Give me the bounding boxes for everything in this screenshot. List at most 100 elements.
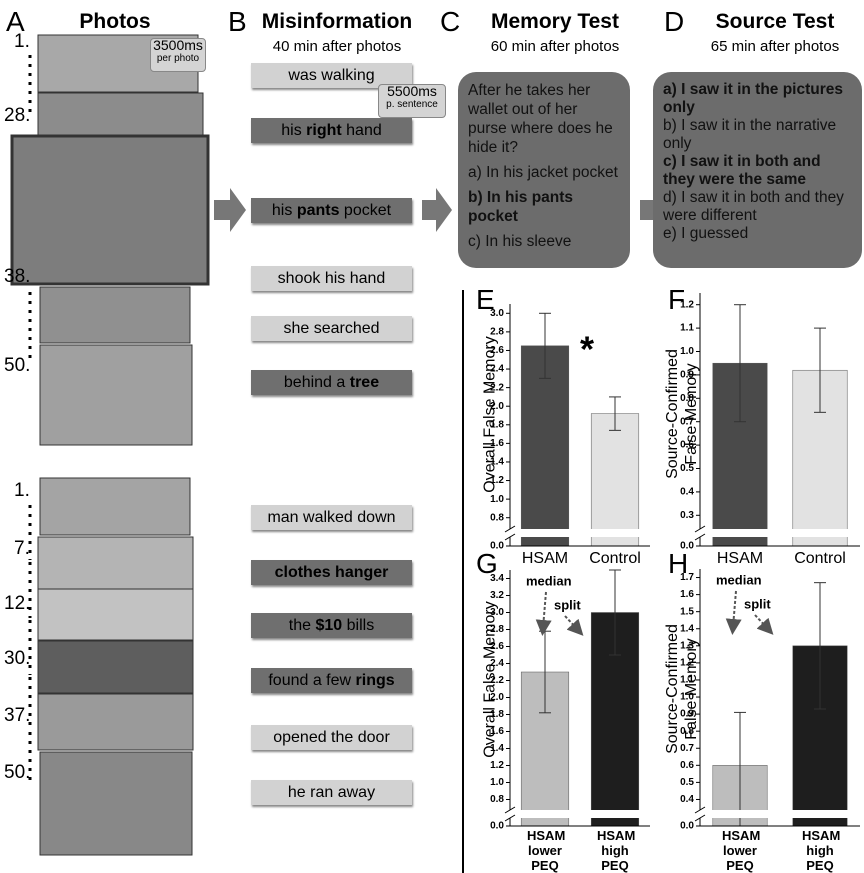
panel-subtitle: 65 min after photos (690, 38, 860, 55)
misinformation-item: shook his hand (251, 266, 412, 291)
item-text: found a few (268, 672, 355, 689)
option: a) In his jacket pocket (468, 163, 620, 182)
photo-index: 30. (4, 648, 30, 670)
annotation: split (554, 597, 581, 612)
x-tick-label: HSAM lower PEQ (710, 828, 770, 873)
y-tick-label: 0.0 (680, 821, 694, 832)
photo-index: 50. (4, 355, 30, 377)
misinformation-item: he ran away (251, 780, 412, 805)
panel-letter: C (440, 6, 460, 38)
photo-index: 7. (14, 538, 30, 560)
photo-index: 37. (4, 705, 30, 727)
badge-value: 3500ms (151, 39, 205, 52)
x-tick-label: HSAM (710, 550, 770, 568)
option: c) I saw it in both and they were the sa… (663, 153, 852, 189)
y-axis-label: Source-Confirmed False Memory (663, 334, 701, 494)
bar (591, 414, 639, 546)
misinformation-item: the $10 bills (251, 613, 412, 638)
panel-letter: H (668, 548, 688, 580)
item-text: shook his hand (278, 270, 386, 287)
item-text: man walked down (267, 509, 395, 526)
misinformation-item: found a few rings (251, 668, 412, 693)
panel-letter: B (228, 6, 247, 38)
photo-index: 38. (4, 266, 30, 288)
misinformation-item: she searched (251, 316, 412, 341)
badge-unit: p. sentence (379, 98, 445, 111)
question: After he takes her wallet out of her pur… (468, 81, 620, 157)
axis-break (694, 810, 862, 818)
x-tick-label: Control (790, 550, 850, 568)
annotation: * (580, 329, 594, 370)
source-test-box: a) I saw it in the pictures onlyb) I saw… (653, 72, 862, 268)
photo-index: 12. (4, 593, 30, 615)
badge-unit: per photo (151, 52, 205, 65)
y-tick-label: 1.1 (680, 323, 694, 334)
photo-index: 1. (14, 31, 30, 53)
annotation: median (526, 573, 572, 588)
item-text: bills (342, 617, 374, 634)
panel-subtitle: 40 min after photos (252, 38, 422, 55)
panel-subtitle: 60 min after photos (470, 38, 640, 55)
misinformation-item: his pants pocket (251, 198, 412, 223)
axis-break (694, 529, 862, 537)
annotation-arrow (565, 616, 578, 630)
misinformation-item: clothes hanger (251, 560, 412, 585)
item-text: was walking (288, 67, 374, 84)
annotation-arrow (543, 592, 546, 628)
photo-index: 1. (14, 480, 30, 502)
y-axis-label: Source-Confirmed False Memory (663, 609, 701, 769)
y-axis-label: Overall False Memory (481, 300, 500, 530)
option: b) In his pants pocket (468, 188, 620, 226)
duration-badge: 5500msp. sentence (378, 84, 446, 118)
item-text: right (306, 122, 342, 139)
panel-title: Misinformation (252, 10, 422, 34)
annotation-arrow (755, 615, 768, 629)
x-tick-label: HSAM lower PEQ (515, 828, 575, 873)
misinformation-item: behind a tree (251, 370, 412, 395)
option: d) I saw it in both and they were differ… (663, 189, 852, 225)
y-tick-label: 0.4 (680, 794, 694, 805)
annotation: split (744, 596, 771, 611)
y-axis-label: Overall False Memory (481, 565, 500, 795)
item-text: pocket (339, 202, 391, 219)
item-text: rings (356, 672, 395, 689)
x-tick-label: HSAM high PEQ (790, 828, 850, 873)
misinformation-item: opened the door (251, 725, 412, 750)
panel-letter: D (664, 6, 684, 38)
figure: 0.00.81.01.21.41.61.82.02.22.42.62.83.0*… (0, 0, 864, 873)
misinformation-item: his right hand (251, 118, 412, 143)
item-text: hand (342, 122, 382, 139)
x-tick-label: Control (585, 550, 645, 568)
item-text: she searched (283, 320, 379, 337)
item-text: opened the door (273, 729, 390, 746)
y-tick-label: 1.6 (680, 589, 694, 600)
panel-title: Memory Test (470, 10, 640, 34)
panel-title: Source Test (690, 10, 860, 34)
item-text: clothes hanger (275, 564, 389, 581)
item-text: $10 (315, 617, 342, 634)
item-text: his (281, 122, 306, 139)
item-text: behind a (284, 374, 350, 391)
item-text: his (272, 202, 297, 219)
photo-index: 50. (4, 762, 30, 784)
option: b) I saw it in the narrative only (663, 117, 852, 153)
item-text: tree (350, 374, 379, 391)
badge-value: 5500ms (379, 85, 445, 98)
misinformation-item: man walked down (251, 505, 412, 530)
option: c) In his sleeve (468, 232, 620, 251)
annotation: median (716, 572, 762, 587)
item-text: the (289, 617, 316, 634)
photos (12, 35, 208, 855)
y-tick-label: 0.3 (680, 510, 694, 521)
item-text: pants (297, 202, 340, 219)
annotation-arrow (733, 591, 736, 627)
y-tick-label: 0.5 (680, 777, 694, 788)
axis-break (504, 810, 652, 818)
x-tick-label: HSAM high PEQ (585, 828, 645, 873)
y-tick-label: 0.0 (490, 821, 504, 832)
duration-badge: 3500msper photo (150, 38, 206, 72)
panel-letter: F (668, 284, 685, 316)
panel-title: Photos (40, 10, 190, 34)
y-tick-label: 0.8 (490, 794, 504, 805)
item-text: he ran away (288, 784, 375, 801)
